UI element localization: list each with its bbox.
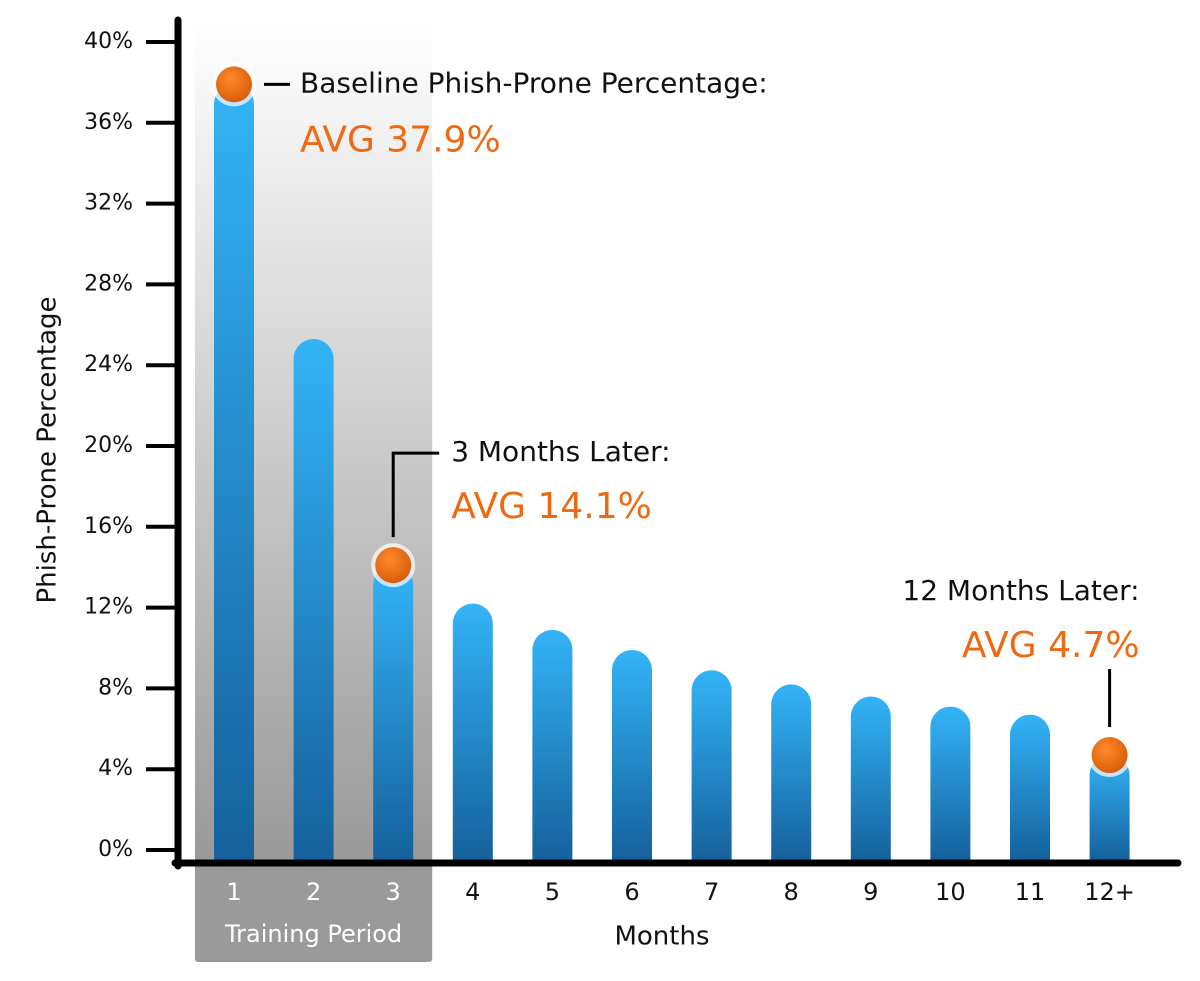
value-label: AVG 37.9% bbox=[300, 119, 501, 160]
y-tick-label: 20% bbox=[84, 433, 133, 458]
value-label: AVG 14.1% bbox=[451, 486, 652, 527]
bar bbox=[373, 565, 414, 860]
bar bbox=[452, 603, 493, 860]
y-tick-label: 24% bbox=[84, 352, 133, 377]
marker bbox=[375, 547, 412, 584]
training-label-box bbox=[195, 864, 433, 962]
y-tick-label: 8% bbox=[98, 675, 133, 700]
bar bbox=[850, 696, 891, 860]
bar bbox=[691, 670, 732, 860]
bar bbox=[1010, 714, 1050, 860]
y-tick-label: 4% bbox=[98, 756, 133, 781]
bar bbox=[930, 706, 971, 860]
x-axis-label: Months bbox=[614, 922, 709, 952]
x-tick-label: 8 bbox=[784, 878, 799, 906]
bar bbox=[293, 338, 334, 860]
y-tick-label: 32% bbox=[84, 191, 133, 216]
x-tick-label: 7 bbox=[704, 878, 719, 906]
bar bbox=[771, 684, 812, 860]
x-tick-label: 3 bbox=[386, 878, 401, 906]
x-tick-label: 5 bbox=[545, 878, 560, 906]
y-tick-label: 28% bbox=[84, 271, 133, 296]
x-tick-label: 10 bbox=[935, 878, 966, 906]
y-axis-label: Phish-Prone Percentage bbox=[33, 296, 63, 603]
annotation: 3 Months Later: bbox=[451, 435, 670, 468]
annotation: Baseline Phish-Prone Percentage: bbox=[300, 66, 768, 99]
x-tick-label: 2 bbox=[306, 878, 321, 906]
leader-line bbox=[391, 451, 440, 538]
x-tick-label: 11 bbox=[1015, 878, 1046, 906]
bar bbox=[532, 629, 573, 860]
training-label: Training Period bbox=[224, 920, 402, 948]
bar bbox=[612, 650, 652, 860]
x-tick-label: 12+ bbox=[1084, 878, 1135, 906]
y-tick-label: 36% bbox=[84, 110, 133, 135]
x-tick-label: 6 bbox=[624, 878, 639, 906]
y-tick-label: 0% bbox=[98, 837, 133, 862]
value-label: AVG 4.7% bbox=[962, 625, 1140, 666]
y-tick-label: 16% bbox=[84, 514, 133, 539]
annotation: 12 Months Later: bbox=[902, 574, 1139, 607]
y-tick-label: 12% bbox=[84, 595, 133, 620]
bar bbox=[214, 84, 254, 861]
x-tick-label: 4 bbox=[465, 878, 480, 906]
marker bbox=[1091, 737, 1128, 774]
y-tick-label: 40% bbox=[84, 29, 133, 54]
x-tick-label: 1 bbox=[226, 878, 241, 906]
marker bbox=[216, 66, 252, 103]
bar bbox=[1089, 755, 1130, 860]
x-tick-label: 9 bbox=[863, 878, 878, 906]
